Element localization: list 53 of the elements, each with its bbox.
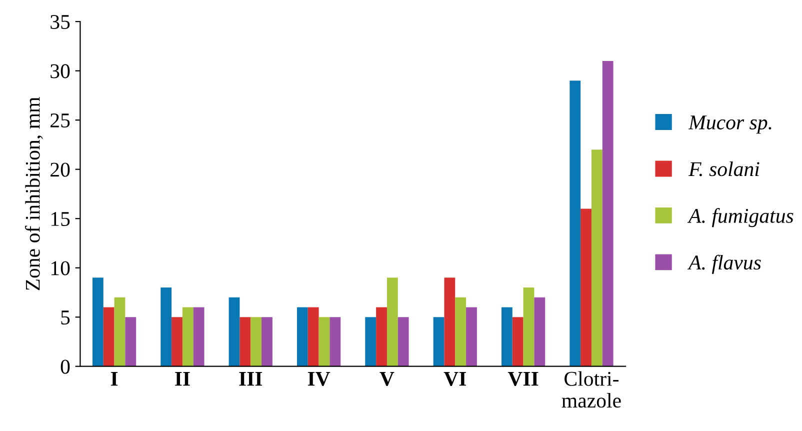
y-tick-label: 5 [61,310,70,325]
bar [193,307,204,366]
x-tick-label: V [380,372,394,386]
x-tick-label: III [239,372,262,386]
bar [114,297,126,366]
legend-label: F. solani [688,162,760,176]
bar [580,208,592,366]
y-tick-label: 35 [50,14,70,29]
bar [386,278,398,366]
bar [125,317,136,366]
x-tick-label: VI [444,372,466,386]
y-tick-label: 25 [50,113,70,128]
legend-label: A. fumigatus [687,208,794,228]
bar [160,288,172,366]
bar [92,278,104,366]
x-tick-label: I [110,372,118,386]
bar [296,307,308,366]
x-tick-label: VII [508,372,538,386]
bar [376,307,387,366]
bar [591,150,602,366]
bar [250,317,262,366]
bar [172,317,182,366]
legend-label: Mucor sp. [688,116,772,134]
bar [534,297,546,366]
x-tick-label: Clotri- mazole [562,371,621,408]
bar [433,317,444,366]
bar [455,297,466,366]
bar [570,80,581,366]
bar [228,297,240,366]
bar [240,317,251,366]
bar [523,288,534,366]
bar [512,317,524,366]
legend-label: A. flavus [687,254,761,274]
y-tick-label: 15 [51,212,70,226]
bar [262,317,272,366]
y-axis-title: Zone of inhibition, mm [24,97,43,290]
y-tick-label: 20 [50,162,70,177]
x-tick-label: IV [308,372,330,386]
y-tick-label: 10 [51,261,70,276]
y-tick-label: 30 [50,64,70,78]
bar [398,317,409,366]
bar [103,307,114,366]
y-tick-label: 0 [60,360,70,374]
bar [365,317,376,366]
bar [182,307,194,366]
bar [501,307,512,366]
bar [466,307,477,366]
x-tick-label: II [175,372,190,386]
bar [602,60,614,366]
bar [330,317,341,366]
bar [318,317,330,366]
bar [308,307,319,366]
bar [444,278,456,366]
